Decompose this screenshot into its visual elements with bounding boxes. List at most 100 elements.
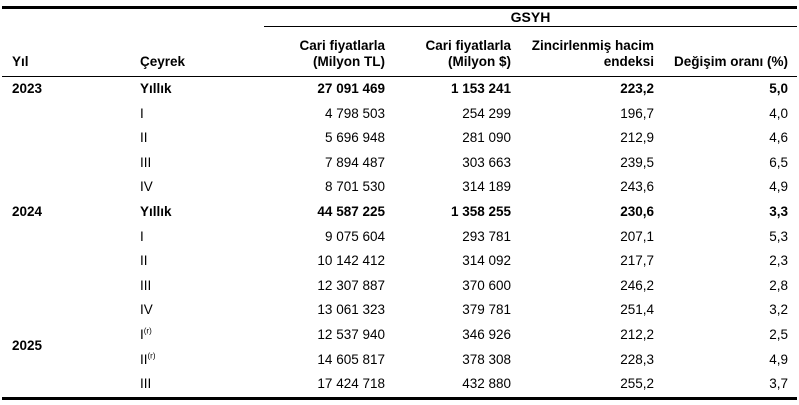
quarter-label: III bbox=[140, 376, 152, 392]
quarter-cell: I(r) bbox=[132, 323, 264, 348]
value-cell: 6,5 bbox=[769, 154, 788, 170]
span-header-spacer bbox=[2, 8, 264, 27]
quarter-cell: III bbox=[132, 372, 264, 398]
quarter-cell: III bbox=[132, 151, 264, 176]
value-cell: 314 092 bbox=[462, 253, 511, 269]
value-cell: 12 537 940 bbox=[317, 326, 385, 342]
value-cell: 1 358 255 bbox=[450, 203, 511, 219]
table-body: 2023 Yıllık 27 091 469 1 153 241 223,2 5,0 I 4 … bbox=[2, 77, 797, 399]
value-cell: 246,2 bbox=[620, 277, 654, 293]
table-row: III 7 894 487 303 663 239,5 6,5 bbox=[2, 151, 797, 176]
value-cell: 13 061 323 bbox=[317, 302, 385, 318]
quarter-cell: I bbox=[132, 225, 264, 250]
quarter-label: II bbox=[140, 351, 148, 367]
value-cell: 207,1 bbox=[620, 228, 654, 244]
value-cell: 5,0 bbox=[769, 81, 788, 96]
value-cell: 254 299 bbox=[462, 105, 511, 121]
value-cell: 251,4 bbox=[620, 302, 654, 318]
col-header-current-usd: Cari fiyatlarla (Milyon $) bbox=[394, 26, 520, 77]
year-cell: 2024 bbox=[12, 203, 43, 219]
table-row: III 12 307 887 370 600 246,2 2,8 bbox=[2, 274, 797, 299]
table-row: II 5 696 948 281 090 212,9 4,6 bbox=[2, 126, 797, 151]
value-cell: 223,2 bbox=[620, 81, 654, 96]
gsyh-span-header: GSYH bbox=[264, 7, 797, 27]
value-cell: 2,5 bbox=[769, 326, 788, 342]
quarter-cell: II bbox=[132, 126, 264, 151]
value-cell: 239,5 bbox=[620, 154, 654, 170]
table-row: II(r) 14 605 817 378 308 228,3 4,9 bbox=[2, 348, 797, 373]
quarter-label: I bbox=[140, 326, 144, 342]
col-header-chained-index: Zincirlenmiş hacim endeksi bbox=[520, 26, 663, 77]
value-cell: 432 880 bbox=[462, 376, 511, 392]
quarter-label: III bbox=[140, 277, 152, 293]
span-header-row: GSYH bbox=[2, 7, 797, 27]
table-row: IV 13 061 323 379 781 251,4 3,2 bbox=[2, 298, 797, 323]
value-cell: 14 605 817 bbox=[317, 351, 385, 367]
quarter-cell: I bbox=[132, 102, 264, 127]
col-header-change-rate: Değişim oranı (%) bbox=[663, 26, 797, 77]
quarter-label: Yıllık bbox=[140, 81, 172, 96]
quarter-cell: II(r) bbox=[132, 348, 264, 373]
quarter-label: II bbox=[140, 253, 148, 269]
value-cell: 44 587 225 bbox=[317, 203, 385, 219]
quarter-cell: IV bbox=[132, 175, 264, 200]
column-header-row: Yıl Çeyrek Cari fiyatlarla (Milyon TL) C… bbox=[2, 26, 797, 77]
table-row: I 4 798 503 254 299 196,7 4,0 bbox=[2, 102, 797, 127]
quarter-cell: IV bbox=[132, 298, 264, 323]
value-cell: 3,3 bbox=[769, 203, 788, 219]
value-cell: 4,9 bbox=[769, 179, 788, 195]
value-cell: 212,9 bbox=[620, 130, 654, 146]
value-cell: 9 075 604 bbox=[324, 228, 385, 244]
quarter-label: IV bbox=[140, 302, 153, 318]
value-cell: 4,6 bbox=[769, 130, 788, 146]
quarter-cell: III bbox=[132, 274, 264, 299]
col-header-year: Yıl bbox=[2, 26, 132, 77]
value-cell: 1 153 241 bbox=[450, 81, 511, 96]
table-row: 2023 Yıllık 27 091 469 1 153 241 223,2 5,0 bbox=[2, 77, 797, 102]
table-row: II 10 142 412 314 092 217,7 2,3 bbox=[2, 249, 797, 274]
col-header-current-tl: Cari fiyatlarla (Milyon TL) bbox=[264, 26, 394, 77]
table-row: 2024 Yıllık 44 587 225 1 358 255 230,6 3,3 bbox=[2, 200, 797, 225]
value-cell: 217,7 bbox=[620, 253, 654, 269]
value-cell: 314 189 bbox=[462, 179, 511, 195]
value-cell: 4,0 bbox=[769, 105, 788, 121]
quarter-label: I bbox=[140, 228, 144, 244]
value-cell: 346 926 bbox=[462, 326, 511, 342]
quarter-cell: Yıllık bbox=[132, 77, 264, 102]
value-cell: 12 307 887 bbox=[317, 277, 385, 293]
value-cell: 379 781 bbox=[462, 302, 511, 318]
value-cell: 17 424 718 bbox=[317, 376, 385, 392]
value-cell: 303 663 bbox=[462, 154, 511, 170]
value-cell: 2,8 bbox=[769, 277, 788, 293]
value-cell: 196,7 bbox=[620, 105, 654, 121]
value-cell: 255,2 bbox=[620, 376, 654, 392]
value-cell: 230,6 bbox=[620, 203, 654, 219]
quarter-cell: II bbox=[132, 249, 264, 274]
value-cell: 8 701 530 bbox=[324, 179, 385, 195]
value-cell: 2,3 bbox=[769, 253, 788, 269]
value-cell: 212,2 bbox=[620, 326, 654, 342]
table-row: 2025 I(r) 12 537 940 346 926 212,2 2,5 bbox=[2, 323, 797, 353]
value-cell: 4,9 bbox=[769, 351, 788, 367]
quarter-label: II bbox=[140, 130, 148, 146]
year-cell: 2023 bbox=[12, 81, 43, 96]
value-cell: 10 142 412 bbox=[317, 253, 385, 269]
value-cell: 243,6 bbox=[620, 179, 654, 195]
value-cell: 27 091 469 bbox=[317, 81, 385, 96]
value-cell: 293 781 bbox=[462, 228, 511, 244]
value-cell: 370 600 bbox=[462, 277, 511, 293]
year-cell: 2025 bbox=[12, 337, 43, 353]
value-cell: 7 894 487 bbox=[324, 154, 385, 170]
table-row: I 9 075 604 293 781 207,1 5,3 bbox=[2, 225, 797, 250]
value-cell: 4 798 503 bbox=[324, 105, 385, 121]
gdp-table: GSYH Yıl Çeyrek Cari fiyatlarla (Milyon … bbox=[2, 6, 797, 400]
quarter-label: IV bbox=[140, 179, 153, 195]
col-header-quarter: Çeyrek bbox=[132, 26, 264, 77]
table-row: III 17 424 718 432 880 255,2 3,7 bbox=[2, 372, 797, 398]
value-cell: 281 090 bbox=[462, 130, 511, 146]
value-cell: 5 696 948 bbox=[324, 130, 385, 146]
table-row: IV 8 701 530 314 189 243,6 4,9 bbox=[2, 175, 797, 200]
quarter-label: I bbox=[140, 105, 144, 121]
quarter-label: Yıllık bbox=[140, 203, 172, 219]
